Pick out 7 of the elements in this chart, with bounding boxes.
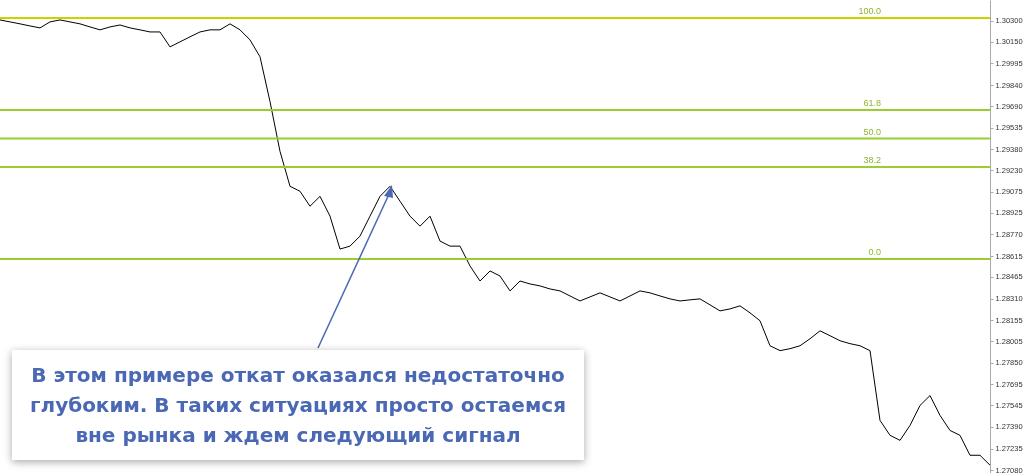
- annotation: 100.0: [858, 6, 882, 16]
- annotation: В этом примере откат оказался недостаточно глубоким. В таких ситуациях просто остаемся вне рынка и ждем следующий сигнал: [12, 350, 584, 460]
- annotation: 38.2: [863, 154, 882, 165]
- annotation: 61.8: [863, 98, 882, 109]
- annotation: 50.0: [863, 126, 882, 137]
- line-series: [0, 19, 991, 466]
- annotation: 0.0: [868, 246, 882, 257]
